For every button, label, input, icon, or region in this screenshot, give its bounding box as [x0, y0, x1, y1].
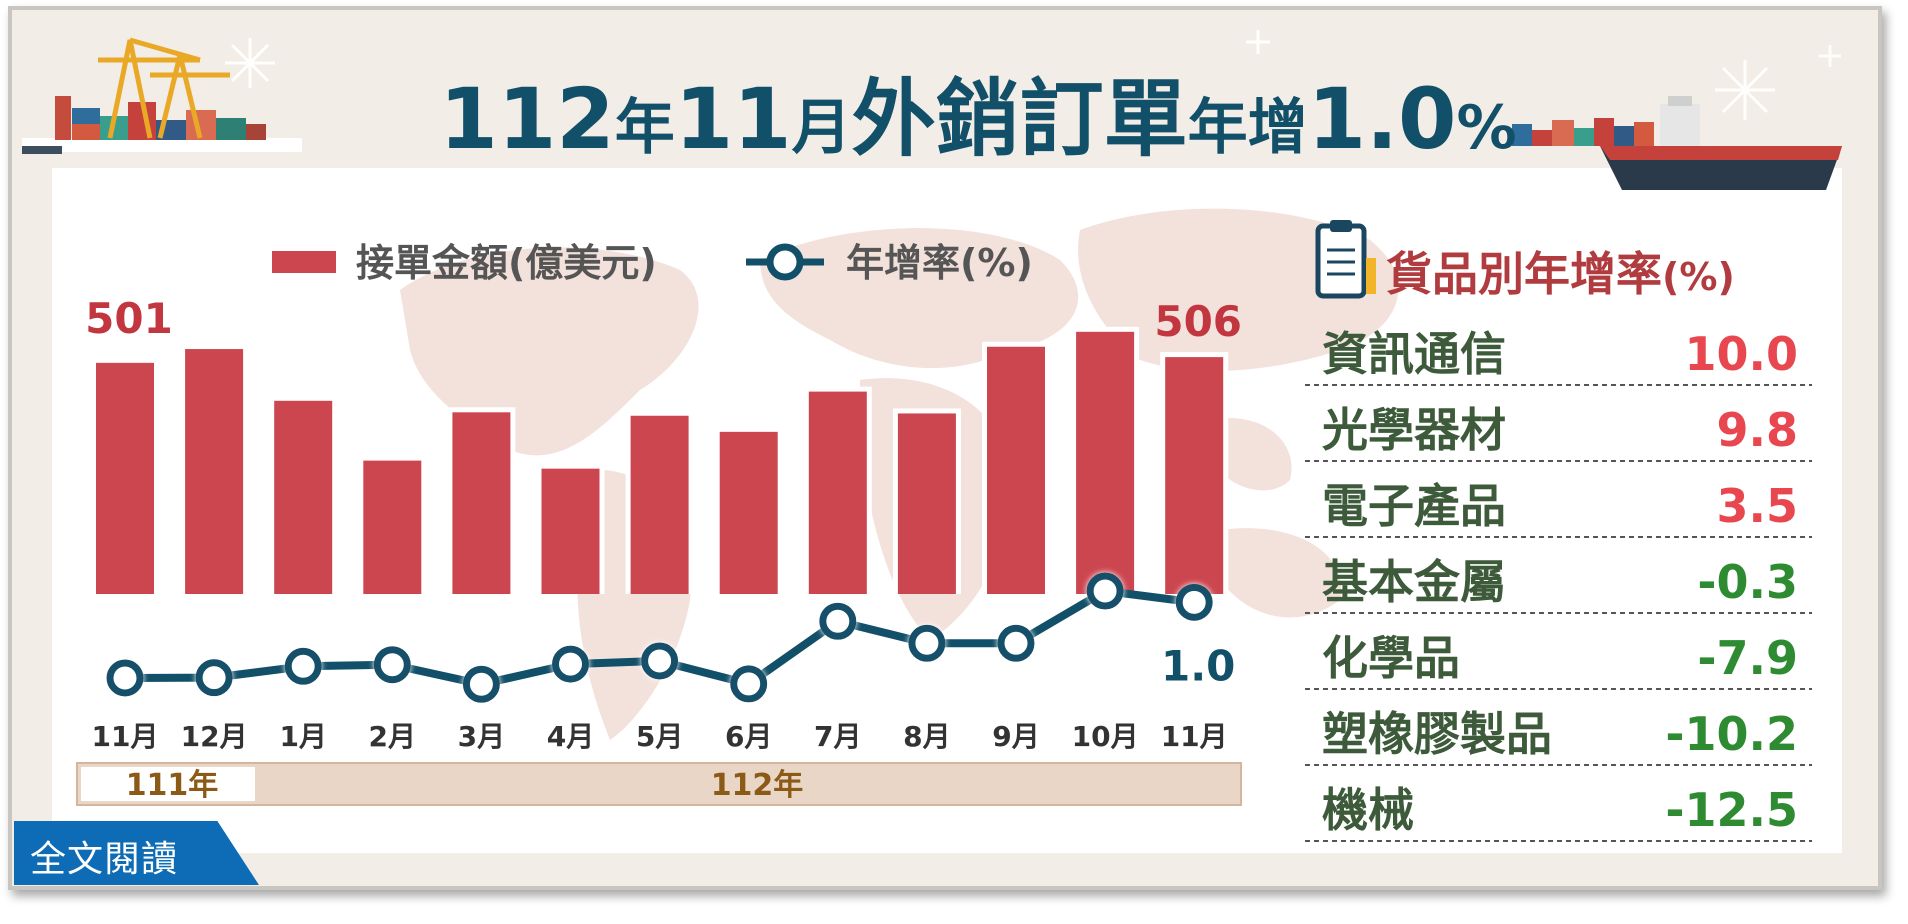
data-label-last-point: 1.0	[1161, 641, 1235, 690]
x-tick-label: 8月	[903, 720, 950, 753]
port-crane-illustration	[22, 37, 302, 154]
clipboard-icon	[1315, 220, 1376, 299]
growth-point	[106, 659, 144, 697]
title-percent: %	[1456, 93, 1516, 163]
growth-point	[730, 665, 768, 703]
bar	[452, 412, 511, 594]
growth-point	[195, 659, 233, 697]
data-label-first-bar: 501	[85, 294, 173, 343]
title-year: 112	[439, 70, 614, 168]
title-subject: 外銷訂單	[852, 70, 1188, 168]
bar	[897, 413, 956, 594]
year-band-111-label: 111年	[126, 768, 219, 803]
title-growth-value: 1.0	[1308, 70, 1457, 168]
chart-plot: 11月 12月 1月 2月 3月 4月 5月 6月 7月 8月 9月 10月 11月 501 506 1.0	[85, 294, 1242, 753]
growth-point	[1175, 583, 1213, 621]
year-band: 111年 112年	[76, 762, 1242, 806]
growth-point	[997, 624, 1035, 662]
bar	[630, 415, 689, 594]
x-tick-label: 9月	[992, 720, 1039, 753]
legend-line-label: 年增率(%)	[846, 241, 1033, 285]
cargo-ship-illustration	[1512, 96, 1842, 190]
bar	[808, 391, 867, 594]
year-band-112-label: 112年	[711, 768, 804, 803]
category-panel-title: 貨品別年增率(%)	[1386, 247, 1735, 301]
read-full-text-button[interactable]: 全文閱讀	[14, 821, 259, 885]
x-tick-label: 2月	[369, 720, 416, 753]
bar	[541, 468, 600, 594]
bar	[1165, 357, 1224, 594]
category-value: 3.5	[1717, 479, 1799, 533]
category-name: 機械	[1322, 783, 1414, 837]
growth-point	[819, 602, 857, 640]
read-full-text-button-background[interactable]	[14, 821, 259, 885]
data-label-last-bar: 506	[1154, 297, 1242, 346]
year-band-background	[76, 762, 1242, 806]
x-tick-label: 10月	[1072, 720, 1139, 753]
category-value: 10.0	[1685, 327, 1799, 381]
x-tick-label: 11月	[92, 720, 159, 753]
x-tick-label: 3月	[458, 720, 505, 753]
title-year-char: 年	[615, 93, 675, 163]
title-month-char: 月	[792, 93, 852, 163]
bar	[96, 362, 154, 594]
bar	[987, 346, 1045, 594]
page-title: 112年11月外銷訂單年增1.0%	[439, 70, 1516, 168]
category-value: -0.3	[1697, 555, 1798, 609]
growth-point	[641, 642, 679, 680]
x-tick-label: 11月	[1161, 720, 1228, 753]
category-value: -7.9	[1697, 631, 1798, 685]
category-name: 化學品	[1322, 631, 1460, 685]
x-tick-label: 4月	[547, 720, 594, 753]
category-value: 9.8	[1717, 403, 1799, 457]
title-growth-word: 年增	[1188, 93, 1308, 163]
growth-point	[462, 665, 500, 703]
category-panel: 貨品別年增率(%) 資訊通信 10.0 光學器材 9.8 電子產品 3.5 基本金屬 -0.3…	[1305, 220, 1812, 842]
category-value: -12.5	[1665, 783, 1798, 837]
bar	[274, 400, 333, 594]
bar	[185, 349, 244, 594]
legend-bar-label: 接單金額(億美元)	[356, 241, 657, 285]
category-name: 基本金屬	[1322, 555, 1506, 609]
growth-point	[1086, 572, 1124, 610]
x-tick-label: 7月	[814, 720, 861, 753]
category-name: 塑橡膠製品	[1322, 707, 1552, 761]
title-month: 11	[675, 70, 792, 168]
bar	[363, 460, 422, 594]
growth-point	[908, 624, 946, 662]
chart-legend: 接單金額(億美元) 年增率(%)	[272, 241, 1033, 285]
category-value: -10.2	[1665, 707, 1798, 761]
category-panel-title-text: 貨品別年增率	[1386, 247, 1662, 301]
x-tick-label: 5月	[636, 720, 683, 753]
category-name: 電子產品	[1322, 479, 1506, 533]
growth-point	[373, 646, 411, 684]
category-name: 資訊通信	[1322, 327, 1506, 381]
category-name: 光學器材	[1322, 403, 1506, 457]
snowflake-decoration	[225, 30, 1841, 120]
category-panel-unit: (%)	[1662, 255, 1735, 299]
bar	[719, 431, 778, 594]
x-tick-label: 6月	[725, 720, 772, 753]
growth-point	[552, 645, 589, 683]
growth-point	[284, 647, 322, 685]
x-tick-label: 12月	[181, 720, 248, 753]
year-band-111-cell	[81, 767, 255, 801]
x-tick-label: 1月	[279, 720, 326, 753]
legend-bar-swatch	[272, 251, 336, 273]
legend-line-marker	[766, 243, 804, 281]
bar	[1076, 331, 1135, 594]
